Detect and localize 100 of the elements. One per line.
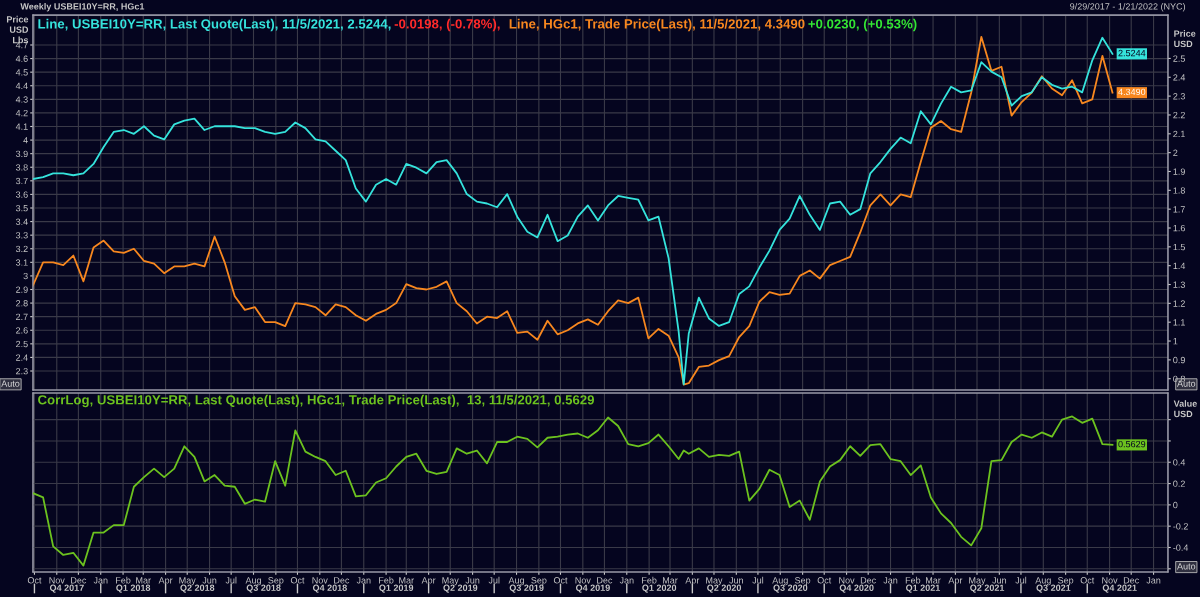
x2-tick-label: Q3 2019	[509, 584, 544, 593]
x2-tick-label: Q4 2018	[312, 584, 347, 593]
x-tick-label: Sep	[268, 577, 284, 586]
y2-tick-label: 0	[1173, 501, 1178, 509]
series-label: CorrLog, USBEI10Y=RR, Last Quote(Last), HGc1, Trade Price(Last), 13, 11/5/2021, 0.5629	[38, 394, 595, 408]
annotation: +0.0230, (+0.53%)	[808, 18, 917, 32]
y2-axis-title: Value USD	[1173, 400, 1197, 418]
x-tick-label: May	[442, 577, 459, 586]
x-tick-label: May	[706, 577, 723, 586]
x-tick-label: Jan	[619, 577, 634, 584]
y-tick-label: 4.1	[15, 123, 28, 130]
x-tick-label: Jan	[356, 577, 371, 584]
x-tick-label: Mar	[136, 577, 151, 584]
x-tick-label: Apr	[421, 577, 436, 586]
y-tick-label: 4.3	[15, 96, 28, 103]
x-tick-label: Jun	[992, 577, 1007, 584]
x-tick-label: Apr	[948, 577, 963, 586]
data-label: 2.5244	[1118, 49, 1146, 57]
x-tick-label: Nov	[1102, 577, 1118, 584]
x-tick-label: Jul	[1015, 576, 1027, 584]
x-tick-label: Aug	[508, 577, 524, 586]
y-tick-label: 4	[23, 137, 28, 144]
x-tick-label: May	[179, 577, 196, 586]
x-tick-label: Jun	[202, 577, 217, 584]
text: Line, HGc1, Trade Price(Last), 11/5/2021, 4.3490	[509, 18, 805, 32]
x-tick-label: Jan	[93, 577, 108, 584]
x-tick-label: Feb	[116, 576, 131, 584]
x2-tick-label: Q2 2018	[180, 584, 215, 593]
x-tick-label: Nov	[312, 577, 328, 584]
y-tick-label: 3.4	[15, 218, 28, 225]
y2-tick-label: 1.1	[1173, 319, 1185, 326]
x-tick-label: Nov	[49, 577, 65, 584]
x-tick-label: Oct	[290, 577, 305, 584]
y-tick-label: 2.9	[16, 286, 28, 293]
y2-tick-label: -0.4	[1173, 544, 1189, 551]
x-tick-label: Nov	[839, 577, 855, 584]
x-tick-label: Jan	[883, 577, 898, 584]
y-tick-label: 3.1	[15, 259, 28, 266]
y-tick-label: 4.7	[15, 42, 28, 49]
y-tick-label: 2.3	[16, 367, 28, 375]
chart-subtitle: 9/29/2017 - 1/21/2022 (NYC)	[1070, 2, 1186, 12]
y-axis-title: Price USD Lbs	[6, 15, 29, 44]
y2-tick-label: 1.5	[1173, 243, 1185, 251]
x-tick-label: Jul	[488, 576, 500, 584]
y-tick-label: 2.4	[16, 354, 28, 361]
x2-tick-label: Q2 2021	[970, 584, 1005, 593]
x2-tick-label: Q4 2017	[49, 584, 84, 593]
y2-tick-label: 1.9	[1173, 168, 1185, 175]
line-series	[33, 415, 1114, 567]
y2-tick-label: 2.1	[1173, 130, 1185, 138]
x2-tick-label: Q1 2018	[116, 584, 151, 593]
x2-tick-label: Q2 2019	[443, 584, 478, 593]
y2-tick-label: 1.8	[1173, 187, 1185, 194]
y2-tick-label: -0.2	[1173, 523, 1188, 530]
y2-tick-label: 0.4	[1173, 459, 1186, 466]
text: Auto	[1177, 380, 1196, 387]
x2-tick-label: Q4 2020	[839, 584, 874, 593]
y2-tick-label: 0.9	[1173, 356, 1185, 364]
x-tick-label: Jun	[729, 577, 744, 584]
x-tick-label: Oct	[817, 577, 832, 584]
x-tick-label: Apr	[158, 577, 173, 586]
x-tick-label: Oct	[553, 577, 568, 584]
y2-tick-label: 2.5	[1173, 55, 1185, 62]
x2-tick-label: Q3 2018	[246, 584, 281, 593]
x-tick-label: Jun	[465, 577, 480, 584]
x2-tick-label: Q1 2021	[906, 584, 941, 593]
text: Auto	[1, 380, 20, 387]
x-tick-label: May	[969, 577, 986, 586]
x2-tick-label: Q1 2020	[642, 584, 677, 593]
x-tick-label: Dec	[334, 577, 350, 584]
y-tick-label: 2.5	[16, 340, 28, 348]
y2-tick-label: 0.8	[1173, 375, 1185, 383]
y2-tick-label: 2.2	[1173, 111, 1185, 119]
y-tick-label: 3	[23, 272, 28, 280]
y-tick-label: 2.6	[16, 327, 28, 334]
annotation: -0.0198, (-0.78%),	[394, 18, 500, 32]
y-tick-label: 4.6	[15, 55, 28, 62]
x-tick-label: Jul	[752, 576, 764, 584]
y-tick-label: 3.9	[15, 150, 28, 158]
text: Line, USBEI10Y=RR, Last Quote(Last), 11/5/2021, 2.5244,	[38, 18, 391, 32]
x-tick-label: Dec	[860, 577, 876, 584]
x-tick-label: Feb	[642, 576, 657, 584]
x2-tick-label: Q3 2020	[773, 584, 808, 593]
line-series	[33, 36, 1114, 386]
y-tick-label: 3.2	[15, 245, 28, 253]
y-tick-label: 4.5	[15, 69, 28, 76]
chart-title: Weekly USBEI10Y=RR, HGc1	[20, 2, 145, 12]
data-label: 4.3490	[1118, 88, 1146, 96]
y2-tick-label: 1.4	[1173, 262, 1186, 269]
x-tick-label: Oct	[27, 577, 42, 584]
x-tick-label: Jul	[225, 576, 237, 584]
y2-axis-title: Price USD	[1174, 30, 1196, 48]
y-tick-label: 3.3	[15, 232, 28, 239]
y-tick-label: 3.8	[15, 164, 28, 171]
x-tick-label: Mar	[662, 577, 678, 584]
y-tick-label: 3.6	[15, 191, 28, 198]
x-tick-label: Apr	[685, 577, 700, 586]
x-tick-label: Dec	[1123, 577, 1139, 584]
x2-tick-label: Q3 2021	[1036, 584, 1071, 593]
x-tick-label: Mar	[399, 577, 414, 584]
